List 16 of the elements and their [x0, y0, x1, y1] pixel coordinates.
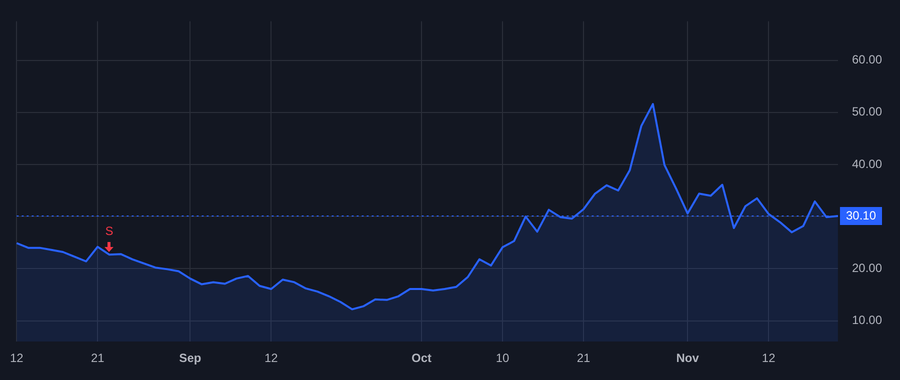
ref-line-label: 30.10 — [846, 208, 876, 222]
x-tick-label: 12 — [10, 351, 24, 366]
x-tick-label: 21 — [576, 351, 590, 366]
x-tick-label: 12 — [264, 351, 278, 366]
x-tick-label: Nov — [676, 351, 700, 366]
x-tick-label: Oct — [412, 351, 432, 366]
y-tick-label: 40.00 — [852, 156, 882, 171]
x-tick-label: 12 — [762, 351, 776, 366]
x-tick-label: Sep — [179, 351, 202, 366]
y-tick-label: 10.00 — [852, 313, 882, 328]
x-tick-label: 21 — [90, 351, 105, 366]
y-tick-label: 20.00 — [852, 260, 882, 275]
y-tick-label: 60.00 — [852, 52, 882, 67]
x-tick-label: 10 — [496, 351, 510, 366]
y-tick-label: 50.00 — [852, 104, 882, 119]
annotation: S — [105, 224, 114, 238]
